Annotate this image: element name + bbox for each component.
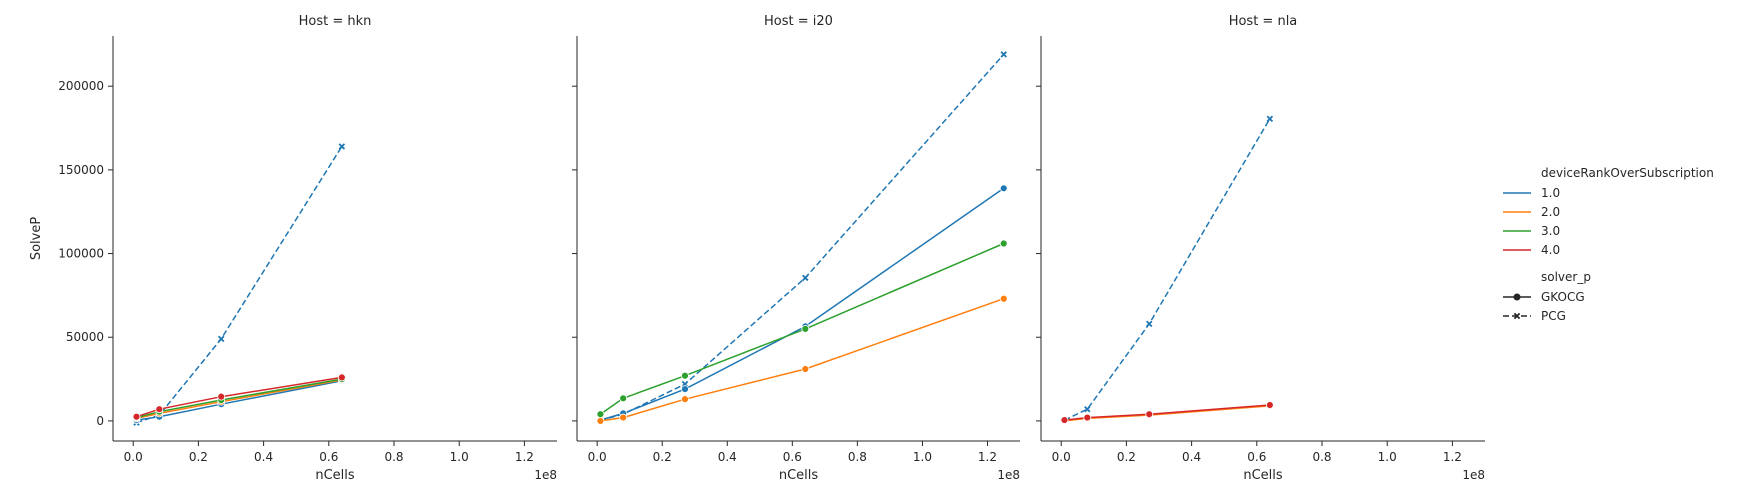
data-point: [217, 392, 226, 401]
data-point: [1145, 410, 1154, 419]
x-tick-label: 0.4: [1182, 450, 1201, 464]
data-point: [619, 394, 628, 403]
x-tick-label: 0.0: [124, 450, 143, 464]
data-point: [999, 184, 1008, 193]
data-point: [155, 405, 164, 414]
x-offset-label: 1e8: [1462, 468, 1485, 482]
data-point: [132, 412, 141, 421]
y-tick-label: 0: [96, 414, 104, 428]
data-point: [1084, 405, 1091, 413]
data-point: [801, 324, 810, 333]
x-tick-label: 0.2: [653, 450, 672, 464]
legend-marker: [1513, 312, 1521, 320]
legend-title: deviceRankOverSubscription: [1541, 166, 1714, 180]
legend: deviceRankOverSubscription 1.0 2.0 3.0 4.0 so…: [1503, 166, 1714, 323]
panel-title: Host = hkn: [299, 14, 372, 29]
x-tick-label: 0.2: [189, 450, 208, 464]
x-tick-label: 1.2: [515, 450, 534, 464]
data-point: [681, 385, 689, 394]
x-offset-label: 1e8: [997, 468, 1020, 482]
series-line-gkocg-2.0: [600, 297, 1004, 422]
series-line-pcg-1.0: [600, 53, 1005, 421]
legend-label: 2.0: [1541, 205, 1560, 219]
data-point: [802, 274, 809, 282]
x-tick-label: 0.2: [1117, 450, 1136, 464]
data-point: [1060, 416, 1069, 424]
x-tick-label: 1.0: [913, 450, 932, 464]
legend-label: 3.0: [1541, 224, 1560, 238]
x-tick-label: 1.0: [1378, 450, 1397, 464]
data-point: [1265, 401, 1274, 409]
data-point: [1145, 320, 1153, 328]
y-tick-label: 100000: [58, 247, 104, 261]
x-tick-label: 1.2: [978, 450, 997, 464]
panel-title: Host = i20: [764, 14, 833, 29]
legend-marker: [1513, 293, 1521, 301]
data-point: [999, 239, 1008, 248]
x-tick-label: 0.6: [1247, 450, 1266, 464]
x-axis-label: nCells: [779, 468, 819, 483]
series-line-gkocg-1.0: [600, 187, 1005, 421]
y-axis-label: SolveP: [29, 217, 44, 261]
series-line-gkocg-3.0: [136, 378, 342, 419]
data-point: [681, 371, 689, 380]
x-tick-label: 0.0: [1052, 450, 1071, 464]
x-tick-label: 1.0: [450, 450, 469, 464]
data-point: [1000, 51, 1007, 58]
legend-label: PCG: [1541, 309, 1566, 323]
legend-label: 1.0: [1541, 186, 1560, 200]
x-offset-label: 1e8: [534, 468, 557, 482]
x-tick-label: 0.6: [319, 450, 338, 464]
series-line-gkocg-2.0: [136, 379, 342, 420]
x-tick-label: 0.0: [588, 450, 607, 464]
x-axis-label: nCells: [1243, 468, 1283, 483]
data-point: [801, 365, 810, 373]
data-point: [1266, 115, 1274, 123]
x-axis-label: nCells: [315, 468, 355, 483]
legend-title: solver_p: [1541, 270, 1591, 284]
x-tick-label: 0.8: [848, 450, 867, 464]
data-point: [999, 294, 1008, 303]
series-line-gkocg-1.0: [136, 380, 342, 421]
x-tick-label: 0.8: [1312, 450, 1331, 464]
y-tick-label: 150000: [58, 163, 104, 177]
data-point: [338, 143, 346, 150]
y-tick-label: 50000: [66, 330, 104, 344]
series-line-pcg-1.0: [136, 146, 343, 424]
data-point: [217, 335, 225, 343]
panel-title: Host = nla: [1229, 14, 1298, 29]
x-tick-label: 0.6: [783, 450, 802, 464]
legend-label: GKOCG: [1541, 290, 1585, 304]
series-line-pcg-1.0: [1064, 118, 1271, 421]
x-tick-label: 1.2: [1443, 450, 1462, 464]
data-point: [1083, 413, 1092, 422]
x-tick-label: 0.4: [254, 450, 273, 464]
data-point: [596, 417, 605, 425]
series-line-gkocg-2.0: [1064, 405, 1270, 422]
x-tick-label: 0.4: [718, 450, 737, 464]
x-tick-label: 0.8: [384, 450, 403, 464]
data-point: [337, 373, 346, 382]
series-line-gkocg-4.0: [1064, 404, 1270, 421]
data-point: [596, 410, 605, 419]
series-line-gkocg-4.0: [136, 376, 342, 418]
data-point: [619, 413, 628, 422]
legend-label: 4.0: [1541, 243, 1560, 257]
y-tick-label: 200000: [58, 79, 104, 93]
data-point: [681, 395, 689, 404]
